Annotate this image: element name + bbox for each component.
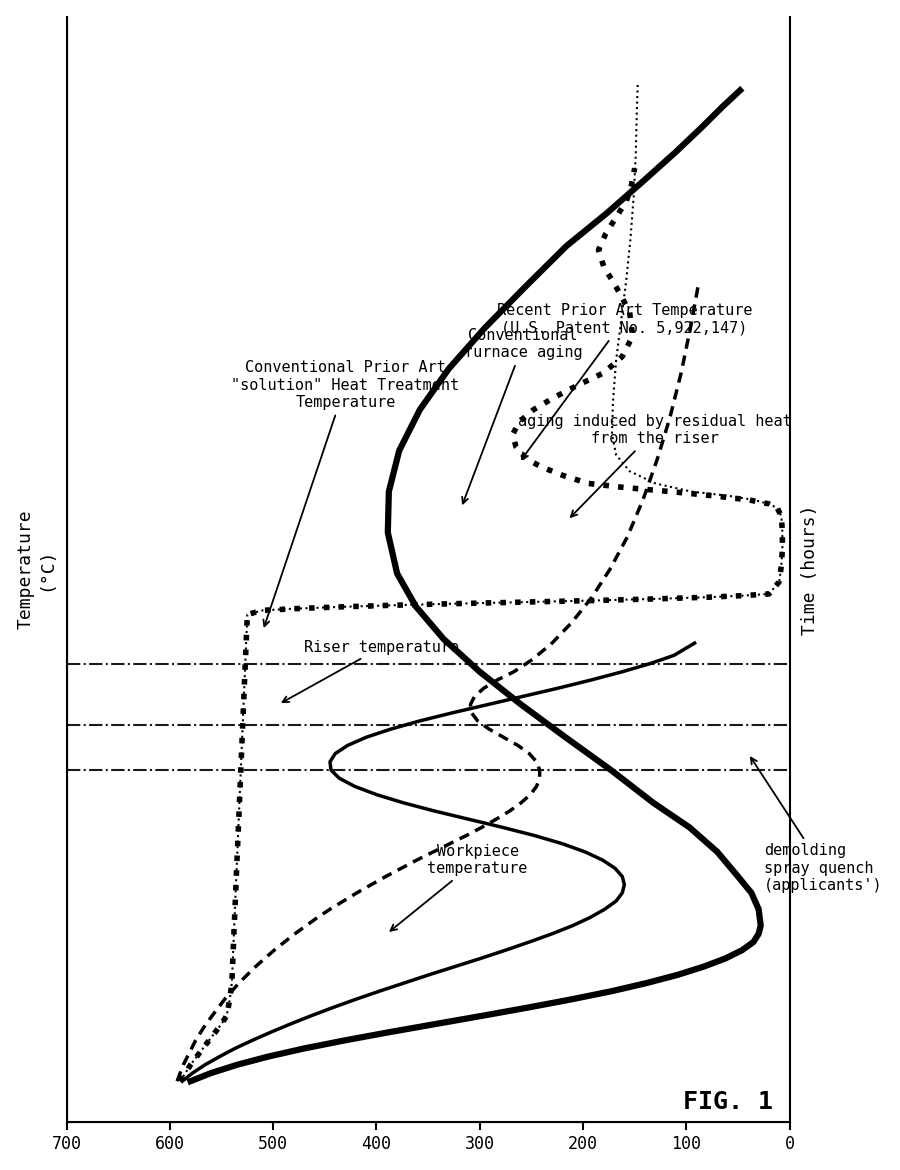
Text: Conventional
furnace aging: Conventional furnace aging: [463, 328, 582, 503]
Y-axis label: Temperature
(°C): Temperature (°C): [17, 510, 56, 629]
Y-axis label: Time (hours): Time (hours): [801, 504, 819, 634]
Text: Riser temperature: Riser temperature: [283, 640, 459, 702]
Text: demolding
spray quench
(applicants'): demolding spray quench (applicants'): [751, 758, 882, 893]
Text: Workpiece
temperature: Workpiece temperature: [391, 844, 528, 931]
Text: aging induced by residual heat
from the riser: aging induced by residual heat from the …: [518, 414, 792, 517]
Text: Conventional Prior Art
"solution" Heat Treatment
Temperature: Conventional Prior Art "solution" Heat T…: [231, 360, 460, 626]
Text: FIG. 1: FIG. 1: [682, 1090, 772, 1114]
Text: Recent Prior Art Temperature
(U.S. Patent No. 5,922,147): Recent Prior Art Temperature (U.S. Paten…: [497, 303, 752, 459]
